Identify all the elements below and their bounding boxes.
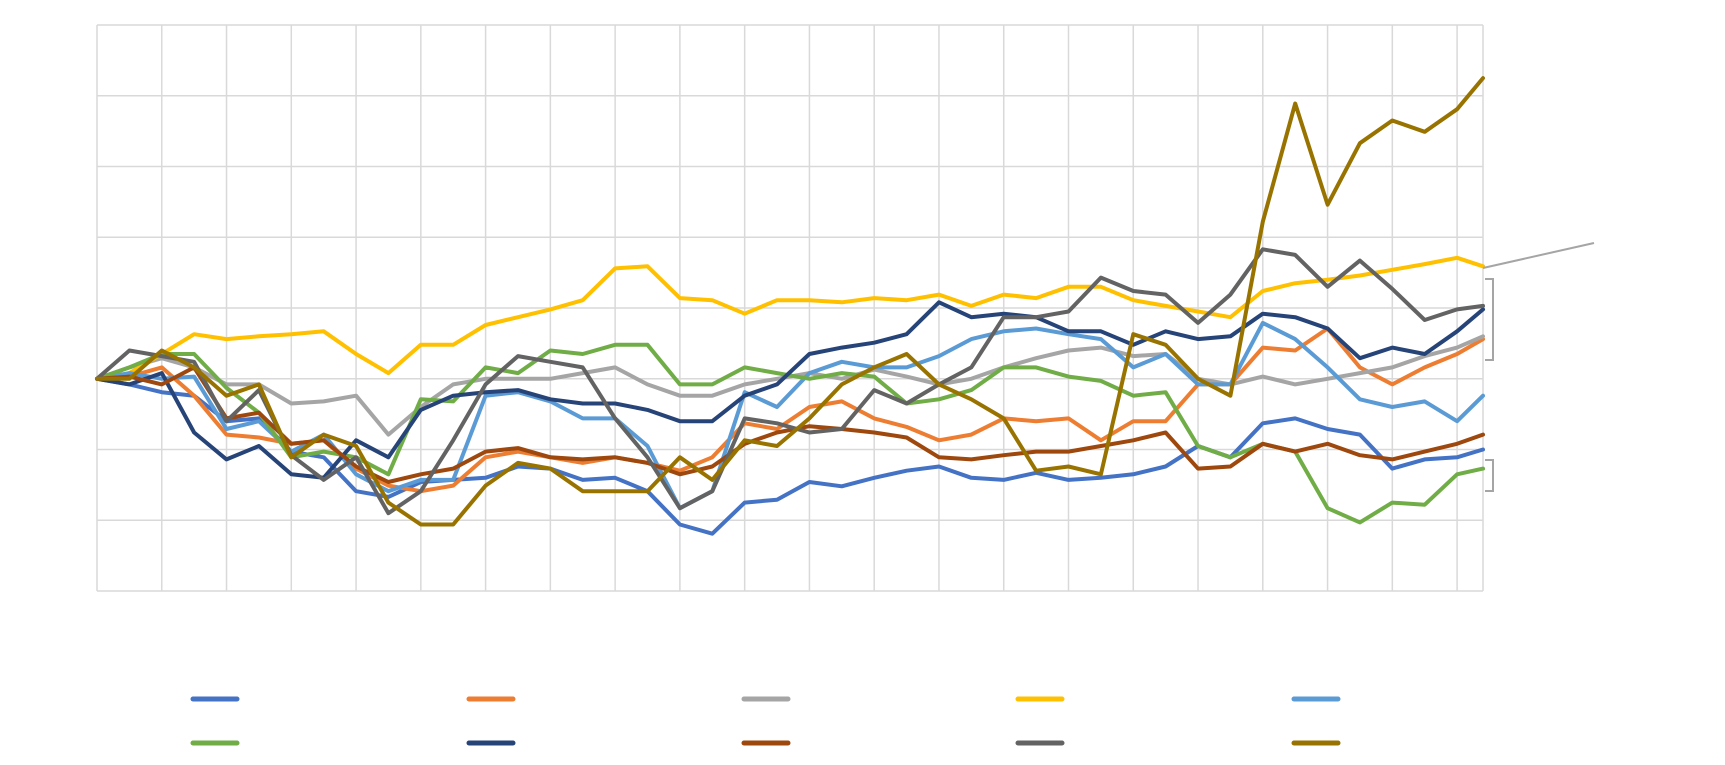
annotation-leaders (1482, 242, 1595, 492)
series-line (95, 320, 1485, 511)
bracket (1485, 278, 1494, 361)
series-line (95, 255, 1485, 381)
series-line (95, 300, 1485, 480)
grid (96, 24, 1484, 592)
series-line (95, 376, 1485, 536)
series-line (95, 76, 1485, 527)
plot-lines (95, 76, 1485, 536)
bracket (1485, 459, 1494, 492)
leader-line (1482, 242, 1595, 269)
legend (190, 696, 1341, 746)
